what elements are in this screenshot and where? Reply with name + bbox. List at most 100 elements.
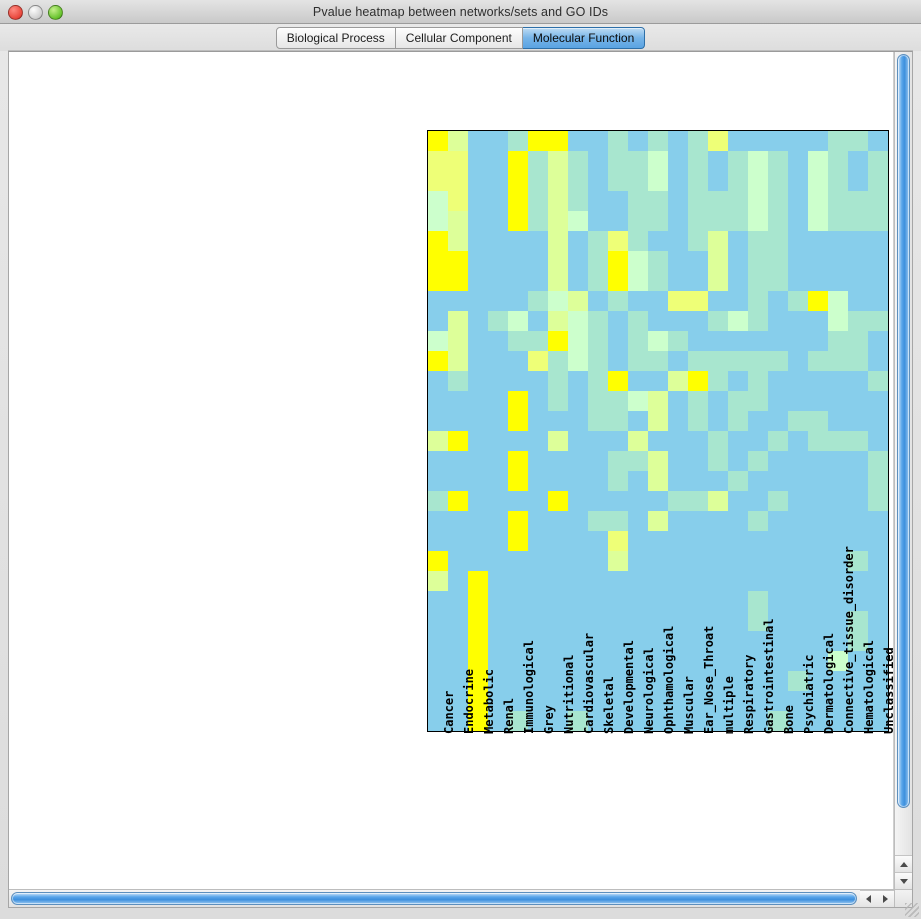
heatmap-cell[interactable] xyxy=(588,671,608,691)
heatmap-cell[interactable] xyxy=(668,231,688,251)
heatmap-cell[interactable] xyxy=(428,131,448,151)
heatmap-cell[interactable] xyxy=(588,471,608,491)
minimize-button[interactable] xyxy=(28,5,43,20)
heatmap-cell[interactable] xyxy=(668,451,688,471)
heatmap-cell[interactable] xyxy=(588,631,608,651)
heatmap-cell[interactable] xyxy=(508,531,528,551)
heatmap-cell[interactable] xyxy=(788,551,808,571)
heatmap-cell[interactable] xyxy=(648,251,668,271)
heatmap-cell[interactable] xyxy=(488,171,508,191)
heatmap-cell[interactable] xyxy=(788,371,808,391)
heatmap-cell[interactable] xyxy=(448,251,468,271)
heatmap-cell[interactable] xyxy=(788,691,808,711)
horizontal-scroll-track[interactable] xyxy=(9,890,860,907)
heatmap-cell[interactable] xyxy=(768,151,788,171)
heatmap-cell[interactable] xyxy=(468,371,488,391)
heatmap-cell[interactable] xyxy=(568,191,588,211)
heatmap-cell[interactable] xyxy=(608,211,628,231)
heatmap-cell[interactable] xyxy=(428,631,448,651)
heatmap-cell[interactable] xyxy=(788,591,808,611)
heatmap-cell[interactable] xyxy=(548,531,568,551)
heatmap-cell[interactable] xyxy=(428,371,448,391)
heatmap-cell[interactable] xyxy=(688,411,708,431)
heatmap-cell[interactable] xyxy=(868,451,888,471)
heatmap-cell[interactable] xyxy=(768,351,788,371)
heatmap-cell[interactable] xyxy=(668,691,688,711)
heatmap-cell[interactable] xyxy=(608,691,628,711)
heatmap-cell[interactable] xyxy=(628,371,648,391)
heatmap-cell[interactable] xyxy=(708,651,728,671)
heatmap-cell[interactable] xyxy=(748,451,768,471)
heatmap-cell[interactable] xyxy=(808,691,828,711)
heatmap-cell[interactable] xyxy=(668,391,688,411)
heatmap-cell[interactable] xyxy=(528,291,548,311)
heatmap-cell[interactable] xyxy=(808,491,828,511)
heatmap-cell[interactable] xyxy=(848,371,868,391)
heatmap-cell[interactable] xyxy=(608,311,628,331)
heatmap-cell[interactable] xyxy=(568,391,588,411)
heatmap-cell[interactable] xyxy=(828,711,848,731)
heatmap-cell[interactable] xyxy=(748,611,768,631)
vertical-scrollbar[interactable] xyxy=(894,52,912,889)
heatmap-cell[interactable] xyxy=(428,471,448,491)
heatmap-cell[interactable] xyxy=(768,331,788,351)
heatmap-cell[interactable] xyxy=(868,591,888,611)
heatmap-cell[interactable] xyxy=(668,671,688,691)
heatmap-cell[interactable] xyxy=(468,551,488,571)
heatmap-cell[interactable] xyxy=(668,591,688,611)
heatmap-cell[interactable] xyxy=(448,491,468,511)
heatmap-cell[interactable] xyxy=(828,171,848,191)
heatmap-cell[interactable] xyxy=(848,271,868,291)
heatmap-cell[interactable] xyxy=(728,231,748,251)
heatmap-cell[interactable] xyxy=(688,351,708,371)
heatmap-cell[interactable] xyxy=(428,331,448,351)
heatmap-cell[interactable] xyxy=(808,511,828,531)
heatmap-cell[interactable] xyxy=(648,371,668,391)
heatmap-cell[interactable] xyxy=(728,311,748,331)
heatmap-cell[interactable] xyxy=(848,231,868,251)
heatmap-cell[interactable] xyxy=(788,611,808,631)
heatmap-cell[interactable] xyxy=(708,551,728,571)
heatmap-cell[interactable] xyxy=(828,311,848,331)
heatmap-cell[interactable] xyxy=(668,531,688,551)
heatmap-cell[interactable] xyxy=(548,431,568,451)
heatmap-cell[interactable] xyxy=(608,531,628,551)
heatmap-cell[interactable] xyxy=(488,391,508,411)
heatmap-cell[interactable] xyxy=(568,711,588,731)
heatmap-cell[interactable] xyxy=(848,411,868,431)
heatmap-cell[interactable] xyxy=(528,271,548,291)
heatmap-cell[interactable] xyxy=(528,391,548,411)
heatmap-cell[interactable] xyxy=(688,491,708,511)
heatmap-cell[interactable] xyxy=(708,531,728,551)
heatmap-cell[interactable] xyxy=(668,331,688,351)
heatmap-cell[interactable] xyxy=(528,171,548,191)
heatmap-cell[interactable] xyxy=(828,211,848,231)
heatmap-cell[interactable] xyxy=(648,651,668,671)
heatmap-cell[interactable] xyxy=(588,711,608,731)
heatmap-cell[interactable] xyxy=(748,511,768,531)
heatmap-cell[interactable] xyxy=(528,311,548,331)
heatmap-cell[interactable] xyxy=(808,411,828,431)
heatmap-cell[interactable] xyxy=(548,651,568,671)
heatmap-cell[interactable] xyxy=(688,311,708,331)
heatmap-cell[interactable] xyxy=(508,471,528,491)
horizontal-scroll-thumb[interactable] xyxy=(11,892,857,905)
heatmap-cell[interactable] xyxy=(608,151,628,171)
heatmap-cell[interactable] xyxy=(468,651,488,671)
heatmap-cell[interactable] xyxy=(548,151,568,171)
heatmap-cell[interactable] xyxy=(748,351,768,371)
heatmap-cell[interactable] xyxy=(828,631,848,651)
heatmap-cell[interactable] xyxy=(508,351,528,371)
heatmap-cell[interactable] xyxy=(668,191,688,211)
heatmap-cell[interactable] xyxy=(528,131,548,151)
heatmap-cell[interactable] xyxy=(608,391,628,411)
heatmap-cell[interactable] xyxy=(488,651,508,671)
heatmap-cell[interactable] xyxy=(808,191,828,211)
heatmap-cell[interactable] xyxy=(788,711,808,731)
heatmap-cell[interactable] xyxy=(848,671,868,691)
heatmap-cell[interactable] xyxy=(788,651,808,671)
heatmap-cell[interactable] xyxy=(828,611,848,631)
heatmap-cell[interactable] xyxy=(468,631,488,651)
heatmap-cell[interactable] xyxy=(588,271,608,291)
heatmap-cell[interactable] xyxy=(428,211,448,231)
